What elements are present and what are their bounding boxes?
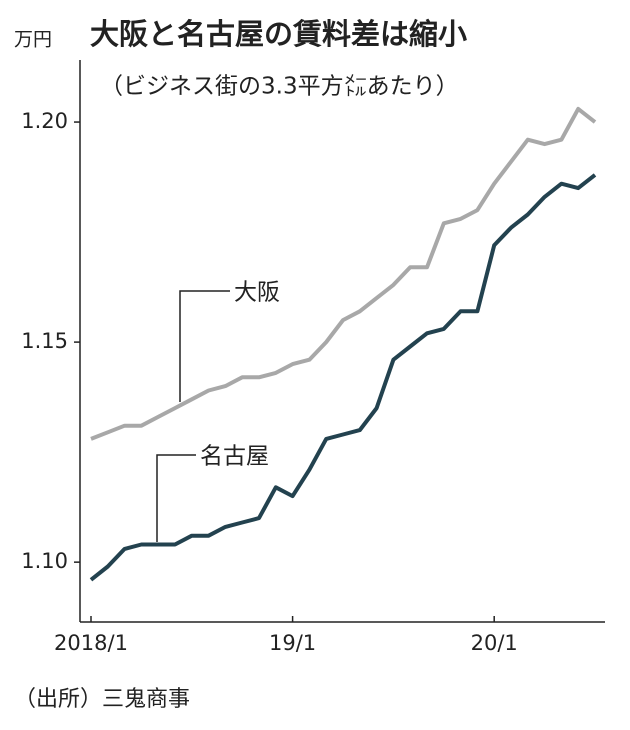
y-tick-label: 1.10: [21, 549, 68, 573]
label-leader: [156, 454, 196, 542]
series-label: 名古屋: [200, 444, 269, 470]
series-label: 大阪: [234, 280, 280, 306]
subtitle: （ビジネス街の3.3平方㍍あたり）: [100, 74, 459, 100]
series-line: [89, 173, 597, 582]
x-tick-label: 20/1: [471, 631, 518, 655]
y-unit: 万円: [14, 29, 52, 51]
label-leader: [179, 290, 230, 402]
series-line: [90, 106, 597, 441]
source: （出所）三鬼商事: [14, 687, 190, 712]
chart-title: 大阪と名古屋の賃料差は縮小: [90, 17, 467, 51]
y-tick-label: 1.15: [21, 329, 68, 353]
y-tick-label: 1.20: [21, 109, 68, 133]
x-tick-label: 2018/1: [54, 631, 128, 655]
x-tick-label: 19/1: [269, 631, 316, 655]
